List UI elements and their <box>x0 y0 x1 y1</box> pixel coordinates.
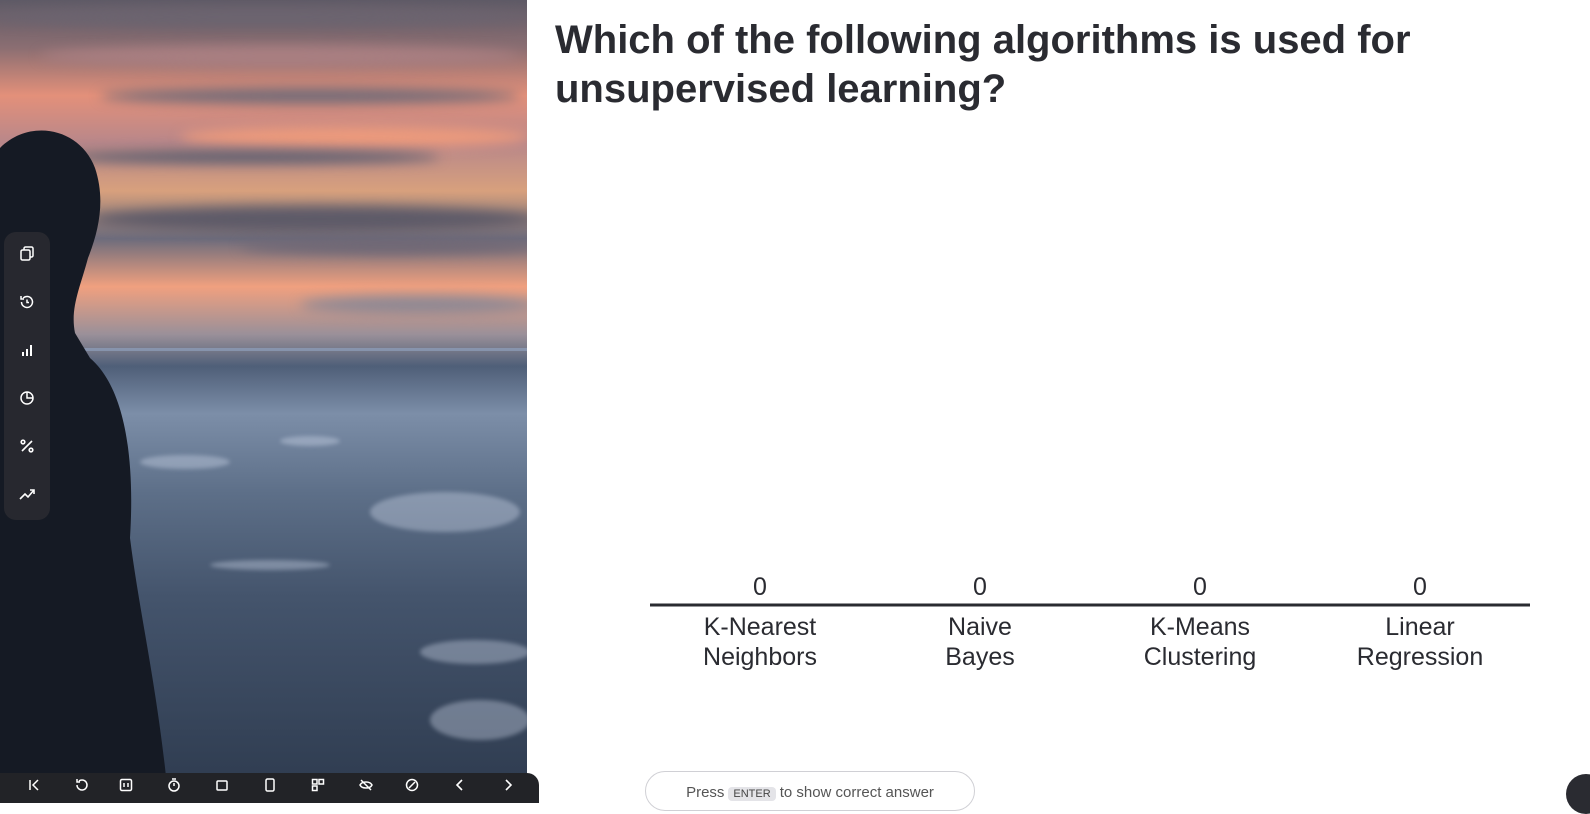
enter-key-badge: ENTER <box>728 787 776 801</box>
presenter-video <box>0 0 527 796</box>
results-bar-chart: 0 K-Nearest Neighbors 0 Naive Bayes 0 K-Means Cl… <box>650 573 1530 671</box>
present-icon[interactable] <box>114 773 138 797</box>
screen-icon[interactable] <box>210 773 234 797</box>
help-button[interactable] <box>1566 774 1590 814</box>
hide-results-icon[interactable] <box>354 773 378 797</box>
question-line-1: Which of the following algorithms is use… <box>555 18 1411 62</box>
presenter-controls <box>0 773 539 803</box>
category-label-4: Linear Regression <box>1357 613 1483 671</box>
qr-code-icon[interactable] <box>306 773 330 797</box>
prev-slide-icon[interactable] <box>448 773 472 797</box>
category-label-2: Naive Bayes <box>945 613 1014 671</box>
bar-value-4: 0 <box>1413 573 1427 601</box>
chat-icon[interactable] <box>400 773 424 797</box>
bar-value-2: 0 <box>973 573 987 601</box>
results-toolbar <box>4 232 50 520</box>
hint-text-before: Press <box>686 784 725 801</box>
undo-icon[interactable] <box>70 773 94 797</box>
timer-icon[interactable] <box>162 773 186 797</box>
trend-icon[interactable] <box>4 476 50 512</box>
show-answer-hint: Press ENTER to show correct answer <box>645 771 975 811</box>
category-label-1: K-Nearest Neighbors <box>703 613 817 671</box>
device-icon[interactable] <box>258 773 282 797</box>
bar-value-3: 0 <box>1193 573 1207 601</box>
next-slide-icon[interactable] <box>496 773 520 797</box>
category-label-3: K-Means Clustering <box>1144 613 1257 671</box>
reset-results-icon[interactable] <box>4 284 50 320</box>
first-slide-icon[interactable] <box>22 773 46 797</box>
hint-text-after: to show correct answer <box>779 784 934 801</box>
bar-value-1: 0 <box>753 573 767 601</box>
question-title: Which of the following algorithms is use… <box>555 16 1555 114</box>
percent-icon[interactable] <box>4 428 50 464</box>
duplicate-icon[interactable] <box>4 236 50 272</box>
question-line-2: unsupervised learning? <box>555 67 1007 111</box>
bar-chart-icon[interactable] <box>4 332 50 368</box>
pie-chart-icon[interactable] <box>4 380 50 416</box>
